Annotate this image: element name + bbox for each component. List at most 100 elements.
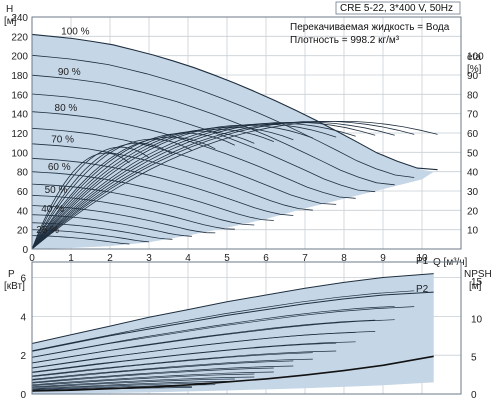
speed-label: 60 % bbox=[48, 162, 71, 173]
speed-label: 70 % bbox=[51, 134, 74, 145]
npsh-axis-label: NPSH bbox=[464, 269, 492, 280]
y-tick-label: 180 bbox=[11, 71, 28, 82]
x-tick-label: 4 bbox=[185, 253, 191, 264]
npsh-tick-label: 0 bbox=[471, 390, 477, 400]
y2-tick-label: 50 bbox=[467, 148, 479, 159]
speed-label: 50 % bbox=[45, 185, 68, 196]
power-curve bbox=[31, 373, 255, 386]
head-plot-frame bbox=[31, 16, 462, 250]
x-tick-label: 6 bbox=[263, 253, 269, 264]
efficiency-curve bbox=[31, 126, 294, 250]
y-tick-label: 120 bbox=[11, 129, 28, 140]
efficiency-curves bbox=[31, 121, 438, 250]
y-tick-label: 240 bbox=[11, 13, 28, 24]
power-curve bbox=[31, 360, 294, 381]
p-axis-label: P bbox=[8, 269, 15, 280]
efficiency-curve bbox=[31, 122, 356, 250]
y2-tick-label: 20 bbox=[467, 206, 479, 217]
power-curve bbox=[31, 290, 415, 352]
y2-tick-label: 100 bbox=[467, 52, 484, 63]
efficiency-curve bbox=[31, 136, 216, 250]
speed-label: 40 % bbox=[41, 204, 64, 215]
npsh-tick-label: 15 bbox=[471, 277, 483, 288]
head-curves bbox=[31, 33, 438, 245]
p-tick-label: 2 bbox=[20, 351, 26, 362]
p-tick-label: 6 bbox=[20, 274, 26, 285]
x-tick-label: 1 bbox=[68, 253, 74, 264]
efficiency-curve bbox=[31, 122, 376, 250]
power-curve bbox=[31, 319, 376, 364]
efficiency-curve bbox=[31, 130, 255, 250]
efficiency-curve bbox=[31, 138, 193, 250]
power-curve bbox=[31, 376, 255, 388]
speed-label: 25 % bbox=[36, 225, 59, 236]
y2-tick-label: 40 bbox=[467, 168, 479, 179]
y-tick-label: 140 bbox=[11, 110, 28, 121]
y-tick-label: 200 bbox=[11, 52, 28, 63]
p-tick-label: 0 bbox=[20, 390, 26, 400]
head-curve bbox=[31, 111, 356, 199]
head-curve bbox=[31, 171, 274, 221]
speed-label: 100 % bbox=[61, 27, 89, 38]
efficiency-curve bbox=[31, 128, 274, 250]
power-curve bbox=[31, 350, 337, 377]
y2-tick-label: 80 bbox=[467, 90, 479, 101]
power-curve bbox=[31, 365, 294, 383]
npsh-tick-labels: 0 5 10 15 bbox=[471, 277, 483, 400]
x-tick-label: 9 bbox=[380, 253, 386, 264]
efficiency-curve bbox=[31, 152, 130, 250]
p-tick-labels: 0 2 4 6 bbox=[20, 274, 26, 400]
y-tick-labels: 0 20 40 60 80 100 120 140 160 180 200 220 240 bbox=[11, 13, 28, 256]
x-tick-label: 7 bbox=[302, 253, 308, 264]
y-tick-label: 20 bbox=[17, 226, 29, 237]
efficiency-curve bbox=[31, 132, 235, 250]
p1-curve bbox=[31, 273, 434, 344]
y2-tick-label: 60 bbox=[467, 129, 479, 140]
y-tick-label: 0 bbox=[22, 245, 28, 256]
efficiency-curve bbox=[31, 146, 150, 250]
fluid-note: Перекачиваемая жидкость = Вода bbox=[290, 22, 450, 33]
power-curve bbox=[31, 358, 313, 380]
x-tick-label: 5 bbox=[224, 253, 230, 264]
p2-curve bbox=[31, 291, 434, 352]
npsh-tick-label: 10 bbox=[471, 315, 483, 326]
head-curve bbox=[31, 74, 395, 186]
operating-region bbox=[32, 34, 434, 250]
power-curve bbox=[31, 342, 337, 374]
power-plot-frame bbox=[31, 261, 462, 395]
power-curves bbox=[31, 273, 434, 392]
head-curve bbox=[31, 143, 313, 211]
efficiency-curve bbox=[31, 142, 173, 250]
p-axis-unit: [кВт] bbox=[4, 281, 25, 292]
y2-tick-label: 70 bbox=[467, 110, 479, 121]
npsh-tick-label: 5 bbox=[471, 352, 477, 363]
npsh-axis-unit: [м] bbox=[469, 281, 482, 292]
speed-labels: 100 % 90 % 80 % 70 % 60 % 50 % 40 % 25 % bbox=[36, 27, 89, 236]
x-tick-label: 10 bbox=[416, 253, 428, 264]
x-tick-label: 0 bbox=[29, 253, 35, 264]
x-tick-labels: 0 1 2 3 4 5 6 7 8 9 10 bbox=[29, 253, 428, 264]
power-curve bbox=[31, 371, 274, 386]
npsh-curve bbox=[31, 355, 434, 392]
x-tick-label: 2 bbox=[107, 253, 113, 264]
head-curve bbox=[31, 157, 294, 216]
p2-label: P2 bbox=[416, 284, 429, 295]
x-tick-label: 3 bbox=[146, 253, 152, 264]
y2-axis-unit: [%] bbox=[467, 64, 482, 75]
y-tick-label: 80 bbox=[17, 168, 29, 179]
y-tick-label: 160 bbox=[11, 90, 28, 101]
y-axis-unit: [м] bbox=[4, 16, 17, 27]
head-curve bbox=[31, 183, 255, 226]
y-tick-label: 60 bbox=[17, 187, 29, 198]
title-box bbox=[335, 1, 461, 15]
y-axis-label: H bbox=[6, 4, 13, 15]
head-curve bbox=[31, 214, 192, 237]
power-curve bbox=[31, 306, 415, 358]
efficiency-curve bbox=[31, 124, 313, 250]
y-tick-label: 100 bbox=[11, 148, 28, 159]
power-curve bbox=[31, 367, 274, 384]
efficiency-curve bbox=[31, 121, 415, 250]
x-tick-label: 8 bbox=[341, 253, 347, 264]
